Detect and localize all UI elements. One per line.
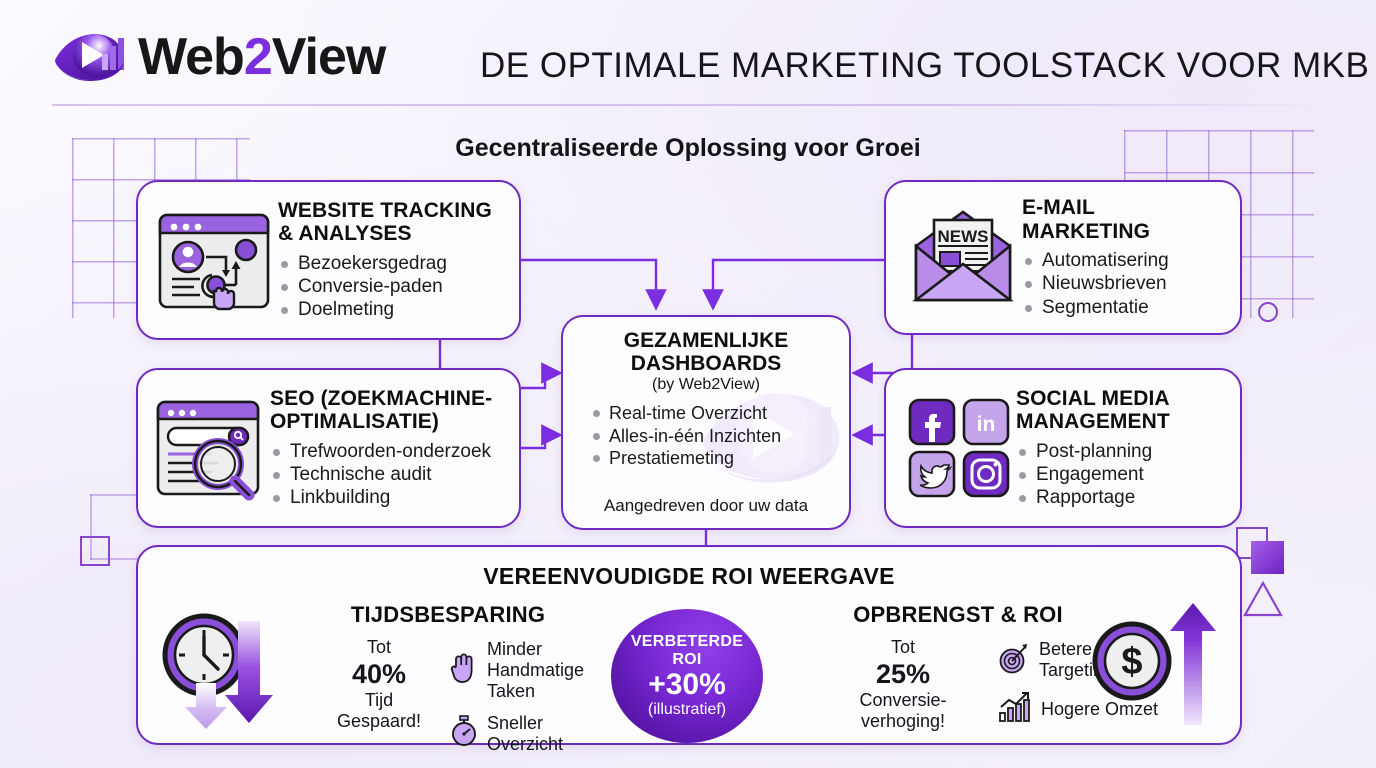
card-title: E-MAIL MARKETING <box>1022 196 1151 243</box>
card-central-dashboards[interactable]: GEZAMENLIJKE DASHBOARDS (by Web2View) Re… <box>561 315 851 530</box>
roi-left-features: Minder Handmatige Taken Sneller Overzicht <box>450 639 630 765</box>
feature-row: Sneller Overzicht <box>450 713 630 755</box>
roi-right-icon-group: $ <box>1084 595 1224 735</box>
list-item: Conversie-paden <box>278 275 505 298</box>
card-feature-list: Automatisering Nieuwsbrieven Segmentatie <box>1022 249 1226 319</box>
list-item: Post-planning <box>1016 440 1226 463</box>
list-item: Engagement <box>1016 463 1226 486</box>
target-dart-icon <box>998 642 1030 679</box>
roi-title: VEREENVOUDIGDE ROI WEERGAVE <box>483 563 895 589</box>
card-feature-list: Trefwoorden-onderzoek Technische audit L… <box>270 440 509 510</box>
card-body: SOCIAL MEDIA MANAGEMENT Post-planning En… <box>1016 387 1226 510</box>
roi-left-title: TIJDSBESPARING <box>350 602 546 627</box>
list-item: Doelmeting <box>278 298 505 321</box>
stat-suffix-2: Gespaard! <box>336 711 422 732</box>
list-item: Prestatiemeting <box>591 447 835 470</box>
card-body: SEO (ZOEKMACHINE-OPTIMALISATIE) Trefwoor… <box>270 387 509 510</box>
social-media-icons: in <box>904 392 1016 504</box>
central-footer: Aangedreven door uw data <box>603 496 809 515</box>
svg-text:NEWS: NEWS <box>938 227 989 246</box>
card-feature-list: Post-planning Engagement Rapportage <box>1016 440 1226 510</box>
newsletter-envelope-icon: NEWS <box>904 202 1022 314</box>
roi-left-icon-group <box>156 603 296 733</box>
stat-suffix-1: Tijd <box>364 689 394 710</box>
svg-text:in: in <box>977 413 996 436</box>
list-item: Bezoekersgedrag <box>278 252 505 275</box>
list-item: Trefwoorden-onderzoek <box>270 440 509 463</box>
growth-chart-icon <box>998 691 1032 728</box>
roi-panel[interactable]: VEREENVOUDIGDE ROI WEERGAVE <box>136 545 1242 754</box>
search-magnifier-icon <box>150 388 270 508</box>
card-title: SEO (ZOEKMACHINE-OPTIMALISATIE) <box>270 386 493 434</box>
stat-prefix: Tot <box>890 637 915 657</box>
list-item: Real-time Overzicht <box>591 402 835 425</box>
list-item: Rapportage <box>1016 486 1226 509</box>
list-item: Linkbuilding <box>270 486 509 509</box>
feature-label: Minder Handmatige Taken <box>487 639 630 703</box>
feature-label: Sneller Overzicht <box>487 713 563 755</box>
badge-value: +30% <box>648 667 726 701</box>
card-title: SOCIAL MEDIA MANAGEMENT <box>1016 386 1170 434</box>
hand-icon <box>450 652 478 689</box>
feature-line1: Betere <box>1039 639 1093 659</box>
svg-text:$: $ <box>1121 641 1142 683</box>
central-feature-list: Real-time Overzicht Alles-in-één Inzicht… <box>591 402 835 470</box>
web2view-watermark-icon <box>697 379 847 504</box>
badge-note: (illustratief) <box>647 701 727 719</box>
list-item: Automatisering <box>1022 249 1226 272</box>
roi-right-stat: Tot 25% Conversie- verhoging! <box>838 637 968 733</box>
card-email-marketing[interactable]: NEWS E-MAIL MARKETING Automatisering Nie… <box>884 180 1242 335</box>
website-analytics-icon <box>150 201 278 319</box>
stat-prefix: Tot <box>366 637 391 657</box>
card-body: E-MAIL MARKETING Automatisering Nieuwsbr… <box>1022 196 1226 319</box>
feature-line1: Minder <box>487 639 543 659</box>
stat-value: 40% <box>351 658 407 689</box>
logo-text: Web2View <box>138 28 387 86</box>
list-item: Technische audit <box>270 463 509 486</box>
roi-left-stat: Tot 40% Tijd Gespaard! <box>314 637 444 733</box>
logo-text-part1: Web <box>138 28 245 86</box>
list-item: Alles-in-één Inzichten <box>591 425 835 448</box>
feature-row: Minder Handmatige Taken <box>450 639 630 703</box>
card-title: WEBSITE TRACKING & ANALYSES <box>278 198 492 246</box>
card-body: WEBSITE TRACKING & ANALYSES Bezoekersged… <box>278 199 505 322</box>
subtitle: Gecentraliseerde Oplossing voor Groei <box>455 134 921 162</box>
header: Web2View DE OPTIMALE MARKETING TOOLSTACK… <box>0 0 1376 112</box>
card-seo[interactable]: SEO (ZOEKMACHINE-OPTIMALISATIE) Trefwoor… <box>136 368 521 528</box>
stat-suffix-1: Conversie- <box>859 689 947 710</box>
roi-right-title: OPBRENGST & ROI <box>853 602 1063 627</box>
feature-line2: Overzicht <box>487 733 564 754</box>
feature-line2: Handmatige Taken <box>487 660 585 702</box>
feature-line1: Sneller <box>487 712 544 733</box>
card-feature-list: Bezoekersgedrag Conversie-paden Doelmeti… <box>278 252 505 322</box>
eye-play-bars-logo-icon <box>52 26 130 88</box>
list-item: Segmentatie <box>1022 296 1226 319</box>
badge-line1: VERBETERDE <box>630 633 744 651</box>
page-title: DE OPTIMALE MARKETING TOOLSTACK VOOR MKB <box>480 46 1370 85</box>
central-title: GEZAMENLIJKE DASHBOARDS <box>623 329 789 376</box>
roi-badge: VERBETERDE ROI +30% (illustratief) <box>611 609 763 743</box>
central-subtitle: (by Web2View) <box>652 376 760 394</box>
logo: Web2View <box>52 26 387 88</box>
feature-label: Hogere Omzet <box>1041 699 1159 720</box>
stat-value: 25% <box>875 658 931 689</box>
feature-row: Hogere Omzet <box>998 691 1198 728</box>
header-divider <box>52 104 1324 106</box>
stat-suffix-2: verhoging! <box>860 711 946 732</box>
stopwatch-icon <box>450 715 478 752</box>
logo-text-accent: 2 <box>243 28 273 86</box>
list-item: Nieuwsbrieven <box>1022 272 1226 295</box>
logo-text-part2: View <box>271 28 387 86</box>
card-website-tracking[interactable]: WEBSITE TRACKING & ANALYSES Bezoekersged… <box>136 180 521 340</box>
card-social-media[interactable]: in SOCIAL MEDIA MANAGEMENT Post-planning… <box>884 368 1242 528</box>
badge-line2: ROI <box>672 650 702 668</box>
